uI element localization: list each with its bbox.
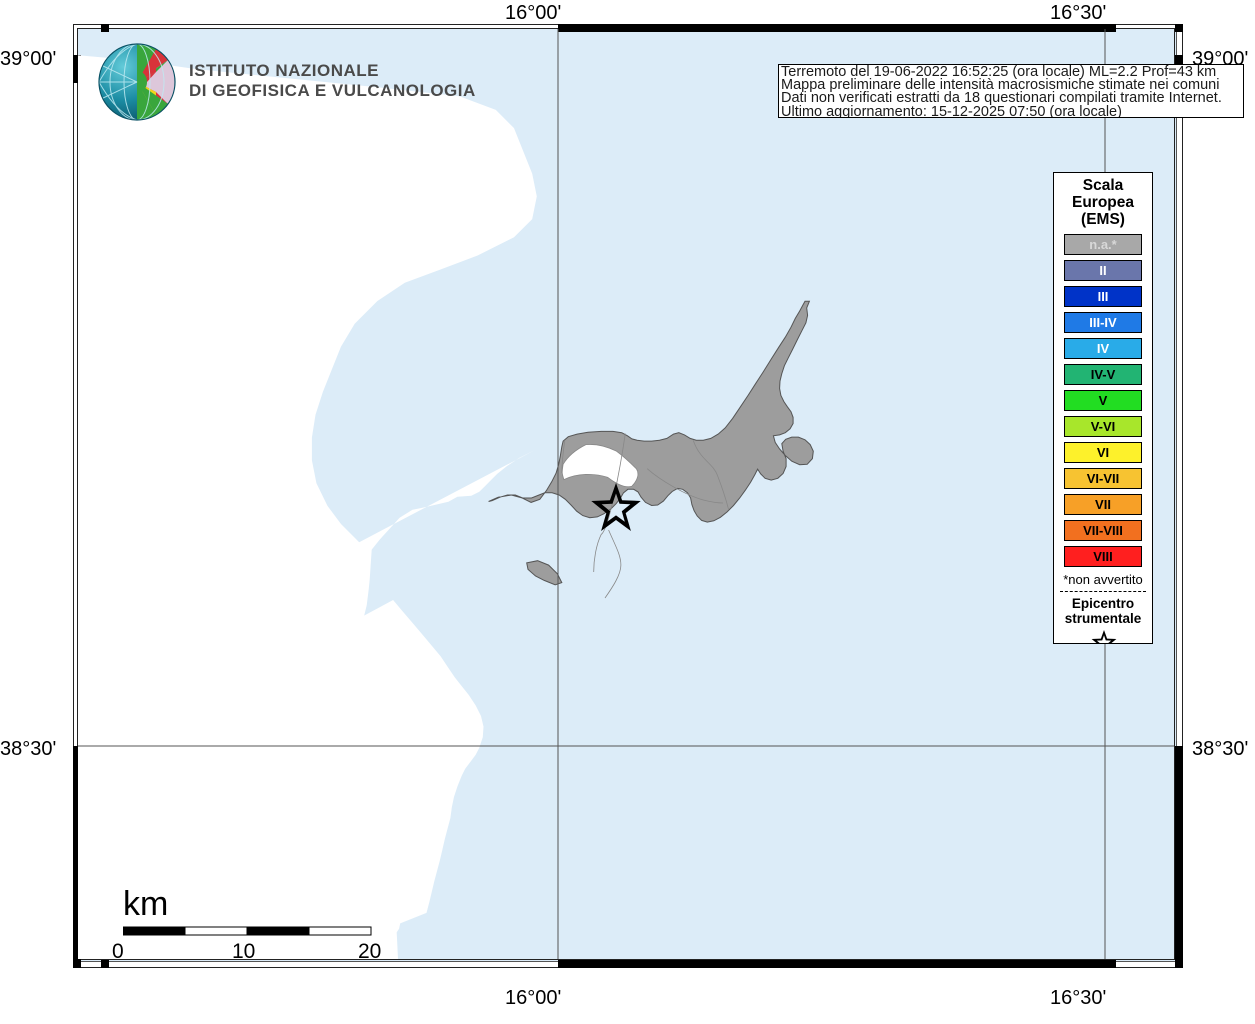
svg-text:DI GEOFISICA E VULCANOLOGIA: DI GEOFISICA E VULCANOLOGIA [189, 81, 476, 100]
svg-text:ISTITUTO NAZIONALE: ISTITUTO NAZIONALE [189, 61, 379, 80]
